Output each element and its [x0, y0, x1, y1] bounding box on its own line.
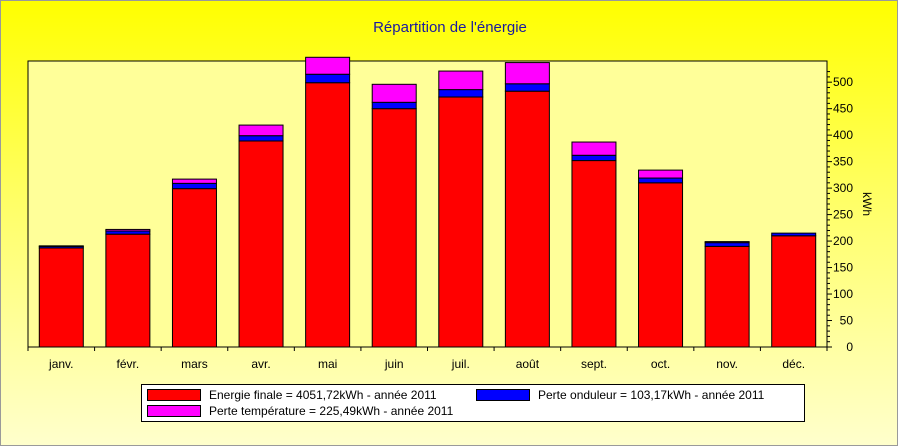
bar-segment-series-1-2	[171, 182, 217, 190]
y-tick-label-500: 500	[833, 75, 853, 89]
x-tick-label-2: mars	[181, 357, 208, 371]
bar-segment-series-0-3	[238, 140, 284, 348]
y-tick-label-300: 300	[833, 181, 853, 195]
legend-swatch-energie-finale	[147, 389, 201, 401]
bar-segment-series-0-10	[704, 245, 750, 348]
chart-legend: Energie finale = 4051,72kWh - année 2011…	[141, 384, 805, 422]
bar-segment-series-2-3	[238, 124, 284, 137]
bar-segment-series-0-4	[305, 82, 351, 348]
bar-segment-series-2-4	[305, 56, 351, 75]
y-tick-label-0: 0	[846, 340, 853, 354]
y-tick-label-200: 200	[833, 234, 853, 248]
legend-swatch-perte-temperature	[147, 405, 201, 417]
bar-segment-series-2-2	[171, 178, 217, 184]
bar-segment-series-1-7	[504, 83, 550, 92]
x-tick-label-9: oct.	[651, 357, 670, 371]
bar-segment-series-1-9	[638, 177, 684, 184]
x-tick-label-4: mai	[318, 357, 337, 371]
legend-label-perte-onduleur: Perte onduleur = 103,17kWh - année 2011	[538, 388, 765, 402]
x-tick-label-7: août	[516, 357, 540, 371]
x-tick-label-0: janv.	[48, 357, 73, 371]
y-axis-label: kWh	[860, 192, 874, 216]
x-tick-label-6: juil.	[451, 357, 470, 371]
x-tick-label-11: déc.	[782, 357, 805, 371]
legend-swatch-perte-onduleur	[476, 389, 530, 401]
x-tick-label-10: nov.	[716, 357, 738, 371]
y-tick-label-250: 250	[833, 208, 853, 222]
bar-segment-series-0-8	[571, 160, 617, 348]
bar-segment-series-2-0	[38, 245, 84, 247]
y-tick-label-100: 100	[833, 287, 853, 301]
bar-segment-series-0-11	[771, 235, 817, 348]
bar-segment-series-1-6	[438, 89, 484, 98]
legend-label-perte-temperature: Perte température = 225,49kWh - année 20…	[209, 404, 454, 418]
y-tick-label-450: 450	[833, 102, 853, 116]
bar-segment-series-0-1	[105, 233, 151, 348]
bar-segment-series-2-5	[371, 83, 417, 103]
x-tick-label-1: févr.	[117, 357, 140, 371]
bar-segment-series-0-7	[504, 90, 550, 348]
bar-segment-series-1-10	[704, 242, 750, 247]
bar-segment-series-0-6	[438, 96, 484, 348]
x-tick-label-8: sept.	[581, 357, 607, 371]
bar-segment-series-0-2	[171, 188, 217, 348]
bar-segment-series-0-9	[638, 182, 684, 348]
bar-segment-series-0-0	[38, 247, 84, 348]
x-tick-label-5: juin	[384, 357, 404, 371]
bar-segment-series-1-5	[371, 101, 417, 110]
bar-segment-series-0-5	[371, 108, 417, 348]
bar-segment-series-2-8	[571, 141, 617, 156]
chart-plot: janv. févr. mars avr. mai juin juil. août sept. o…	[27, 56, 874, 371]
bar-segment-series-2-1	[105, 228, 151, 232]
y-tick-label-350: 350	[833, 155, 853, 169]
bar-segment-series-1-8	[571, 154, 617, 162]
y-tick-label-50: 50	[840, 314, 854, 328]
bar-segment-series-2-10	[704, 241, 750, 244]
y-tick-label-400: 400	[833, 128, 853, 142]
bar-segment-series-1-3	[238, 135, 284, 142]
bar-segment-series-1-4	[305, 73, 351, 84]
bar-segment-series-1-11	[771, 232, 817, 237]
y-tick-label-150: 150	[833, 261, 853, 275]
bar-segment-series-2-6	[438, 70, 484, 91]
chart-title: Répartition de l'énergie	[373, 19, 527, 36]
bar-segment-series-2-9	[638, 169, 684, 179]
x-tick-label-3: avr.	[251, 357, 270, 371]
legend-label-energie-finale: Energie finale = 4051,72kWh - année 2011	[209, 388, 437, 402]
bar-segment-series-2-7	[504, 62, 550, 85]
